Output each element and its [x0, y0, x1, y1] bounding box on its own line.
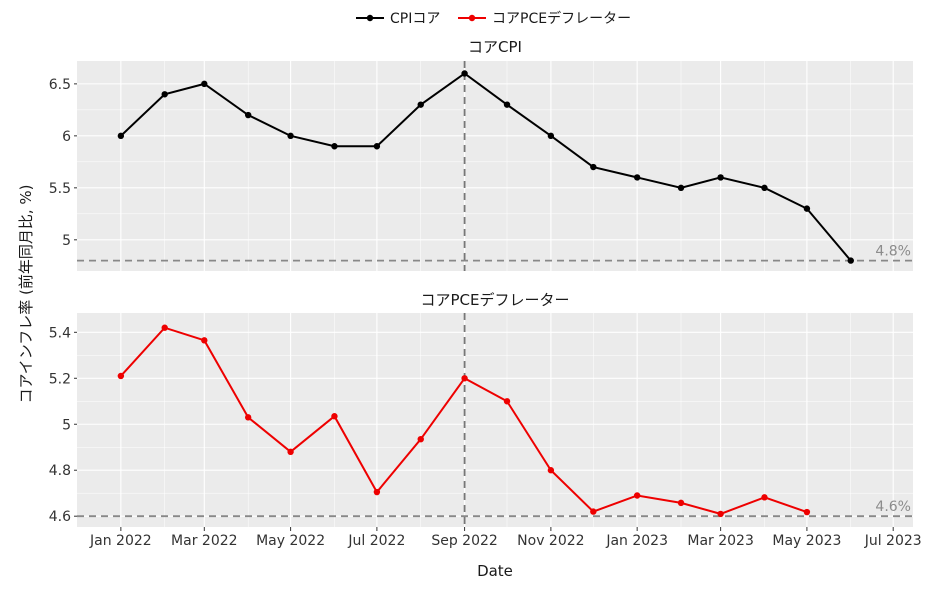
data-point — [417, 101, 424, 108]
data-point — [547, 132, 555, 140]
data-point — [590, 163, 597, 171]
data-point — [117, 132, 125, 140]
panel-1: 5 5.5 6 6.5 4.8% コアCPI — [49, 38, 913, 271]
data-point — [244, 414, 252, 421]
data-point — [244, 111, 252, 119]
data-point — [590, 508, 597, 515]
data-point — [761, 494, 768, 501]
data-point — [633, 174, 641, 181]
x-tick-label: Jul 2023 — [864, 533, 922, 549]
y-tick-label: 5 — [62, 417, 71, 433]
data-point — [287, 448, 294, 456]
panel-title: コアPCEデフレーター — [421, 291, 570, 309]
data-point — [677, 184, 685, 192]
data-point — [717, 174, 724, 181]
series-line — [120, 72, 852, 262]
x-tick-label: Mar 2022 — [171, 533, 238, 549]
data-point — [633, 492, 641, 499]
y-tick-label: 5.2 — [49, 371, 71, 387]
data-point — [201, 80, 208, 88]
data-point — [677, 499, 685, 507]
data-point — [717, 510, 724, 518]
data-point — [161, 91, 168, 98]
data-point — [503, 398, 511, 405]
data-point — [803, 205, 811, 212]
data-point — [161, 324, 168, 331]
x-tick-label: Jan 2022 — [89, 533, 152, 549]
y-tick-label: 6.5 — [49, 77, 71, 93]
x-tick-label: Jan 2023 — [605, 533, 668, 549]
x-tick-label: May 2023 — [772, 533, 841, 549]
data-point — [417, 435, 424, 443]
data-point — [331, 143, 338, 150]
panel-2: 4.6 4.8 5 5.2 5.4 4.6% コアPCEデフレーター — [49, 291, 913, 527]
data-point — [117, 372, 125, 380]
legend-marker — [366, 14, 374, 22]
legend: CPIコア コアPCEデフレーター — [356, 10, 631, 27]
y-tick-label: 4.6 — [49, 509, 71, 525]
reference-line-label: 4.6% — [875, 499, 911, 515]
x-axis-title: Date — [477, 562, 513, 580]
y-tick-label: 5 — [62, 233, 71, 249]
x-tick-label: Jul 2022 — [347, 533, 405, 549]
legend-label: コアPCEデフレーター — [492, 10, 631, 27]
y-tick-label: 5.4 — [49, 325, 71, 341]
legend-label: CPIコア — [390, 11, 440, 27]
x-tick-label: Sep 2022 — [431, 533, 497, 549]
data-point — [761, 184, 768, 192]
y-axis-title: コアインフレ率 (前年同月比, %) — [17, 184, 35, 403]
legend-marker — [468, 14, 476, 22]
data-point — [373, 143, 381, 150]
data-point — [461, 70, 468, 77]
y-tick-label: 4.8 — [49, 463, 71, 479]
panel-background — [77, 313, 913, 527]
y-tick-label: 5.5 — [49, 181, 71, 197]
data-point — [503, 101, 511, 108]
data-point — [201, 337, 208, 344]
data-point — [547, 467, 555, 474]
data-point — [373, 488, 381, 496]
y-tick-label: 6 — [62, 129, 71, 145]
x-tick-label: Nov 2022 — [517, 533, 584, 549]
reference-line-label: 4.8% — [875, 244, 911, 260]
panel-title: コアCPI — [468, 38, 522, 56]
data-point — [847, 257, 854, 264]
data-point — [461, 375, 468, 382]
x-tick-label: May 2022 — [256, 533, 325, 549]
x-tick-label: Mar 2023 — [687, 533, 754, 549]
data-point — [331, 413, 338, 420]
data-point — [287, 132, 294, 140]
data-point — [803, 508, 811, 516]
